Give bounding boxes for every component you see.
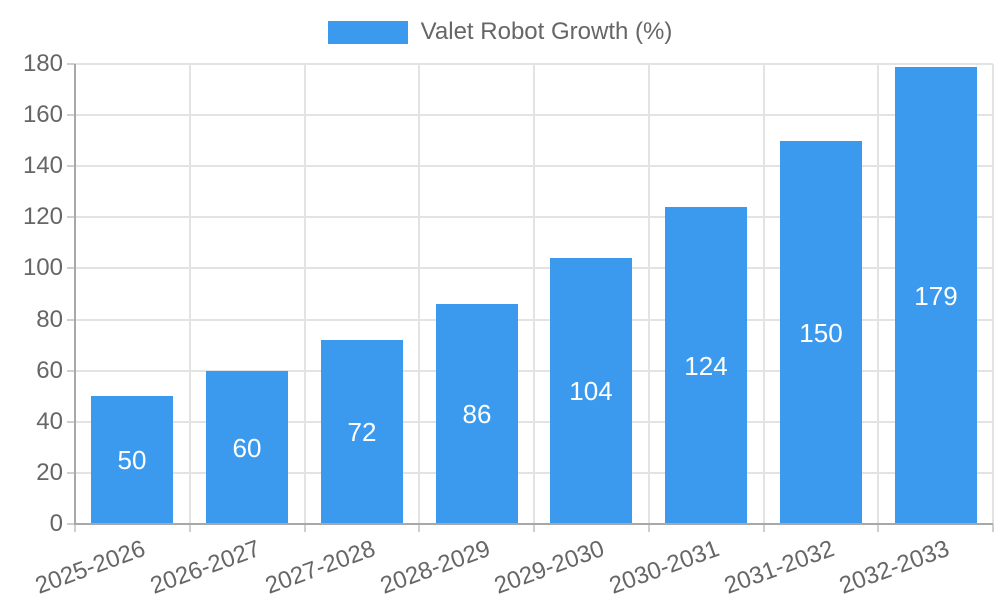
y-tick-label: 60: [36, 357, 63, 384]
gridline-vertical: [189, 64, 191, 524]
y-axis-tick: [67, 472, 75, 474]
bar-value-label: 72: [347, 417, 377, 447]
x-axis-tick: [74, 524, 76, 532]
gridline-vertical: [533, 64, 535, 524]
y-axis-tick: [67, 370, 75, 372]
y-tick-label: 20: [36, 459, 63, 486]
gridline-vertical: [877, 64, 879, 524]
bar-value-label: 50: [117, 445, 147, 475]
y-tick-label: 100: [22, 254, 63, 281]
gridline-vertical: [648, 64, 650, 524]
bar-value-label: 124: [684, 350, 728, 381]
bar-value-label: 104: [569, 376, 613, 406]
bar-2032-2033[interactable]: 179: [895, 67, 977, 524]
y-tick-label: 180: [22, 50, 63, 77]
x-axis-tick: [763, 524, 765, 532]
bar-2031-2032[interactable]: 150: [780, 141, 862, 524]
gridline-vertical: [418, 64, 420, 524]
y-tick-label: 0: [49, 510, 63, 537]
x-axis-tick: [189, 524, 191, 532]
y-axis-tick: [67, 267, 75, 269]
y-axis-tick: [67, 421, 75, 423]
y-axis-tick: [67, 165, 75, 167]
legend-swatch: [327, 20, 408, 44]
x-axis-tick: [648, 524, 650, 532]
bar-2025-2026[interactable]: 50: [91, 396, 173, 524]
gridline-vertical: [304, 64, 306, 524]
x-axis-line: [75, 523, 993, 525]
x-axis-tick: [533, 524, 535, 532]
bar-2029-2030[interactable]: 104: [550, 258, 632, 524]
chart-legend[interactable]: Valet Robot Growth (%): [0, 18, 1000, 46]
y-tick-label: 120: [22, 203, 63, 230]
bar-value-label: 150: [799, 317, 843, 348]
bar-2030-2031[interactable]: 124: [665, 207, 747, 524]
x-axis-tick: [304, 524, 306, 532]
y-axis-line: [74, 64, 76, 525]
y-tick-label: 80: [36, 306, 63, 333]
y-tick-label: 160: [22, 101, 63, 128]
bar-2027-2028[interactable]: 72: [321, 340, 403, 524]
x-axis-tick: [877, 524, 879, 532]
y-axis-tick: [67, 216, 75, 218]
y-axis-tick: [67, 114, 75, 116]
legend-label: Valet Robot Growth (%): [420, 18, 673, 45]
gridline-vertical: [763, 64, 765, 524]
x-axis-tick: [992, 524, 994, 532]
bar-2028-2029[interactable]: 86: [436, 304, 518, 524]
y-axis-tick: [67, 523, 75, 525]
bar-value-label: 179: [914, 280, 958, 311]
bar-2026-2027[interactable]: 60: [206, 371, 288, 524]
x-axis-tick: [418, 524, 420, 532]
bar-value-label: 60: [232, 432, 262, 463]
bar-value-label: 86: [462, 399, 492, 429]
y-tick-label: 140: [22, 152, 63, 179]
y-axis-tick: [67, 63, 75, 65]
y-axis-tick: [67, 319, 75, 321]
y-tick-label: 40: [36, 408, 63, 435]
gridline-vertical: [992, 64, 994, 524]
